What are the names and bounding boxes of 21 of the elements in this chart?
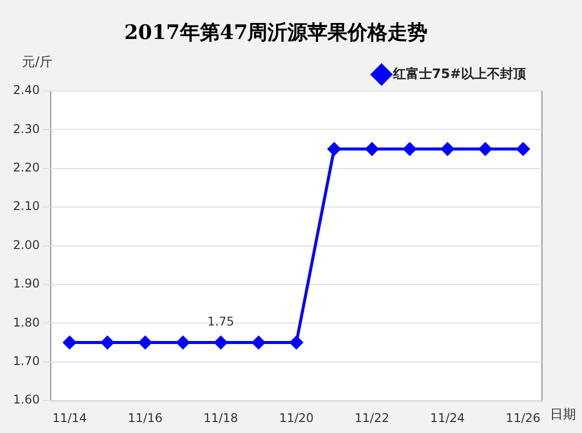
x-tick-label: 11/16 [128, 410, 162, 425]
y-tick-label: 1.90 [13, 276, 40, 291]
y-tick-label: 2.10 [13, 199, 40, 214]
chart-title: 2017年第47周沂源苹果价格走势 [124, 20, 428, 44]
y-tick-label: 2.00 [13, 238, 40, 252]
y-tick-label: 2.30 [13, 122, 40, 136]
x-tick-label: 11/24 [430, 410, 465, 425]
y-tick-label: 2.20 [13, 160, 40, 175]
y-axis-title: 元/斤 [22, 54, 52, 70]
x-tick-label: 11/22 [354, 410, 390, 425]
x-tick-label: 11/18 [203, 410, 238, 425]
y-tick-label: 2.40 [13, 83, 40, 98]
x-tick-label: 11/14 [52, 410, 87, 425]
x-axis-title: 日期 [550, 407, 576, 422]
x-tick-label: 11/26 [506, 410, 540, 425]
y-tick-label: 1.60 [13, 392, 40, 407]
x-tick-label: 11/20 [279, 410, 314, 425]
y-tick-label: 1.80 [13, 315, 40, 330]
annotation: 1.75 [207, 314, 234, 329]
legend-label: 红富士75#以上不封顶 [392, 66, 527, 82]
y-tick-label: 1.70 [13, 354, 40, 368]
